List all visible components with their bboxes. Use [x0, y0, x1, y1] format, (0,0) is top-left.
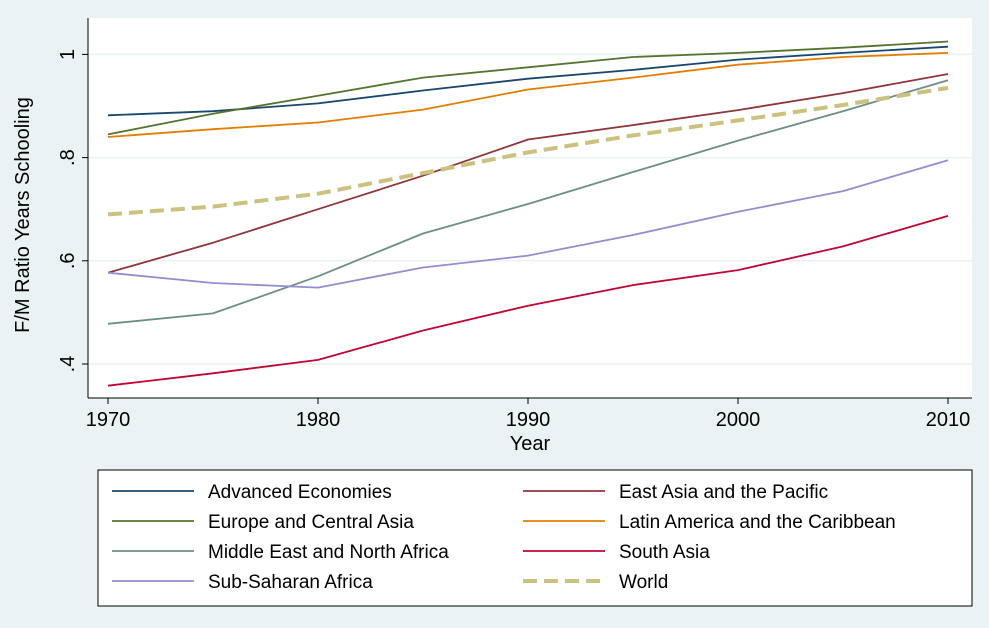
plot-background — [88, 18, 972, 398]
series-line — [107, 85, 949, 217]
x-tick-label: 1980 — [296, 409, 341, 431]
legend-label: Middle East and North Africa — [208, 542, 449, 563]
series-line — [107, 73, 949, 274]
y-tick-label: 1 — [57, 49, 79, 60]
legend-label: East Asia and the Pacific — [619, 482, 828, 503]
legend-box — [97, 469, 973, 607]
axes: .4 .6 .8 1 1970 1980 1990 2000 2010 — [57, 18, 972, 431]
x-tick-label: 1990 — [506, 409, 551, 431]
y-axis-title: F/M Ratio Years Schooling — [12, 97, 34, 333]
series-line — [107, 215, 949, 387]
y-tick-label: .4 — [57, 356, 79, 373]
legend-label: Latin America and the Caribbean — [619, 512, 896, 533]
y-tick-label: .8 — [57, 149, 79, 166]
legend-label: Advanced Economies — [208, 482, 392, 503]
series-line — [107, 159, 949, 289]
x-tick-label: 2010 — [926, 409, 971, 431]
legend-label: World — [619, 572, 668, 593]
legend-label: Sub-Saharan Africa — [208, 572, 373, 593]
series-line — [107, 79, 949, 325]
series-lines — [107, 40, 949, 387]
series-line — [107, 52, 949, 138]
x-tick-label: 2000 — [716, 409, 761, 431]
x-axis-title: Year — [510, 433, 551, 455]
y-tick-label: .6 — [57, 252, 79, 269]
series-line — [107, 40, 949, 136]
legend: Advanced Economies East Asia and the Paci… — [97, 469, 973, 607]
legend-label: South Asia — [619, 542, 710, 563]
legend-label: Europe and Central Asia — [208, 512, 414, 533]
x-tick-label: 1970 — [86, 409, 131, 431]
